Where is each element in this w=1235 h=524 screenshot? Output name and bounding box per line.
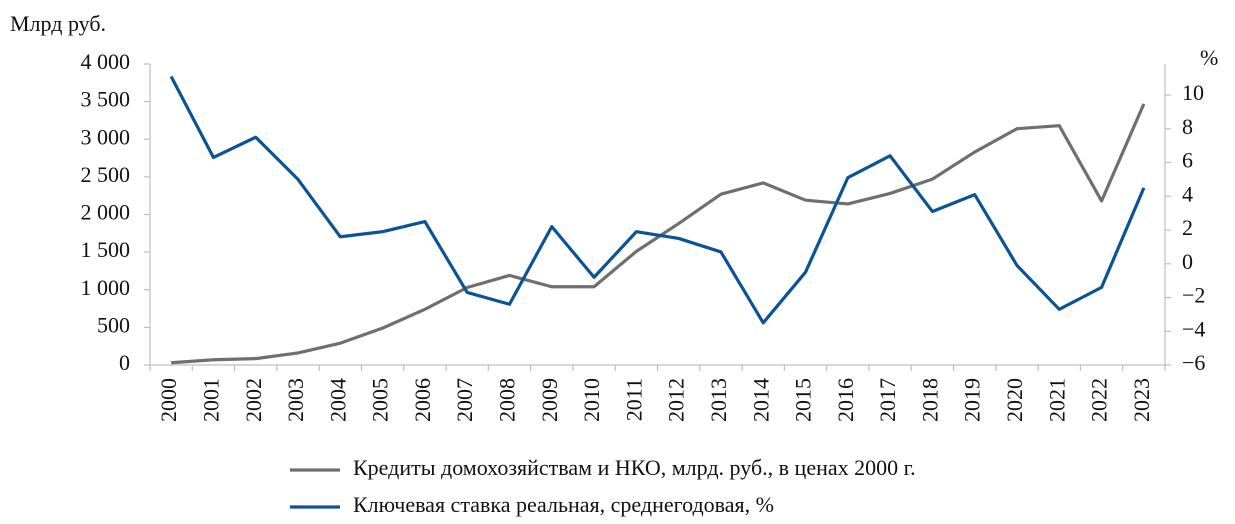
x-tick-label: 2010 xyxy=(579,378,604,422)
line-series xyxy=(169,75,1146,325)
x-tick-label: 2020 xyxy=(1002,378,1027,422)
x-tick-label: 2019 xyxy=(960,378,985,422)
x-tick-label: 2013 xyxy=(706,378,731,422)
y2-tick-label: 4 xyxy=(1182,181,1193,206)
x-tick-label: 2015 xyxy=(791,378,816,422)
y2-tick-label: 10 xyxy=(1182,80,1204,105)
x-tick-label: 2009 xyxy=(537,378,562,422)
y2-tick-label: 2 xyxy=(1182,215,1193,240)
y-tick-label: 2 500 xyxy=(81,162,131,187)
y-tick-label: 500 xyxy=(97,312,130,337)
x-tick-label: 2008 xyxy=(495,378,520,422)
y2-tick-label: −4 xyxy=(1182,316,1205,341)
x-tick-label: 2021 xyxy=(1044,378,1069,422)
y2-tick-label: 8 xyxy=(1182,114,1193,139)
x-tick-label: 2002 xyxy=(241,378,266,422)
x-tick-label: 2003 xyxy=(283,378,308,422)
y2-tick-label: 6 xyxy=(1182,148,1193,173)
x-tick-label: 2022 xyxy=(1087,378,1112,422)
x-tick-label: 2006 xyxy=(410,378,435,422)
y2-tick-label: 0 xyxy=(1182,249,1193,274)
y-tick-label: 4 000 xyxy=(81,49,131,74)
y-tick-label: 3 000 xyxy=(81,124,131,149)
x-tick-label: 2007 xyxy=(452,378,477,422)
x-tick-label: 2005 xyxy=(368,378,393,422)
legend-label: Ключевая ставка реальная, среднегодовая,… xyxy=(353,492,774,517)
y-tick-label: 3 500 xyxy=(81,87,131,112)
y-tick-label: 0 xyxy=(119,350,130,375)
x-tick-label: 2011 xyxy=(621,378,646,421)
y2-tick-label: −6 xyxy=(1182,350,1205,375)
x-tick-label: 2017 xyxy=(875,378,900,422)
y-tick-label: 1 000 xyxy=(81,275,131,300)
x-tick-label: 2012 xyxy=(664,378,689,422)
x-tick-label: 2018 xyxy=(917,378,942,422)
y-tick-label: 2 000 xyxy=(81,200,131,225)
x-tick-label: 2001 xyxy=(198,378,223,422)
x-tick-label: 2016 xyxy=(833,378,858,422)
y-tick-label: 1 500 xyxy=(81,237,131,262)
x-tick-label: 2004 xyxy=(325,378,350,422)
line-series xyxy=(171,103,1146,365)
y2-tick-label: −2 xyxy=(1182,283,1205,308)
x-tick-label: 2014 xyxy=(748,378,773,422)
y2-axis-title: % xyxy=(1200,45,1218,70)
legend-label: Кредиты домохозяйствам и НКО, млрд. руб.… xyxy=(353,455,916,480)
x-tick-label: 2023 xyxy=(1129,378,1154,422)
x-tick-label: 2000 xyxy=(156,378,181,422)
y-axis-title: Млрд руб. xyxy=(10,11,106,36)
